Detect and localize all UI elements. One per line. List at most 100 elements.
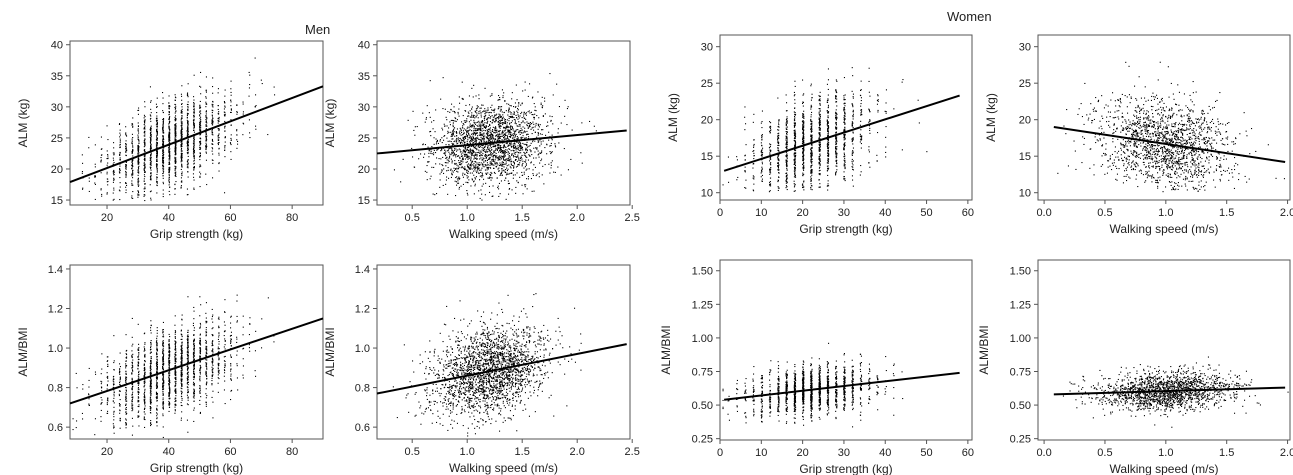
data-point [520, 127, 522, 129]
data-point [501, 119, 503, 121]
data-point [491, 104, 493, 106]
data-point [537, 134, 539, 136]
data-point [181, 155, 183, 157]
data-point [479, 134, 481, 136]
data-point [509, 172, 511, 174]
data-point [494, 163, 496, 165]
data-point [455, 118, 457, 120]
data-point [162, 172, 164, 174]
data-point [193, 106, 195, 108]
data-point [458, 178, 460, 180]
data-point [144, 158, 146, 160]
data-point [476, 132, 478, 134]
data-point [517, 105, 519, 107]
data-point [199, 153, 201, 155]
data-point [452, 119, 454, 121]
data-point [199, 85, 201, 87]
data-point [760, 142, 762, 144]
data-point [458, 140, 460, 142]
data-point [162, 154, 164, 156]
data-point [162, 154, 164, 156]
data-point [485, 157, 487, 159]
data-point [469, 141, 471, 143]
data-point [794, 173, 796, 175]
data-point [521, 129, 523, 131]
data-point [752, 189, 754, 191]
data-point [156, 124, 158, 126]
data-point [524, 117, 526, 119]
data-point [827, 122, 829, 124]
data-point [418, 158, 420, 160]
data-point [510, 146, 512, 148]
data-point [835, 95, 837, 97]
data-point [490, 140, 492, 142]
data-point [472, 161, 474, 163]
data-point [457, 113, 459, 115]
data-point [94, 198, 96, 200]
data-point [502, 95, 504, 97]
data-point [452, 134, 454, 136]
data-point [175, 166, 177, 168]
data-point [477, 125, 479, 127]
data-point [464, 155, 466, 157]
data-point [450, 158, 452, 160]
data-point [81, 171, 83, 173]
data-point [803, 110, 805, 112]
data-point [484, 110, 486, 112]
data-point [175, 149, 177, 151]
data-point [180, 141, 182, 143]
data-point [199, 138, 201, 140]
data-point [794, 107, 796, 109]
data-point [473, 126, 475, 128]
data-point [521, 171, 523, 173]
data-point [200, 113, 202, 115]
data-point [441, 127, 443, 129]
data-point [811, 144, 813, 146]
data-point [794, 172, 796, 174]
data-point [811, 120, 813, 122]
data-point [471, 145, 473, 147]
data-point [505, 158, 507, 160]
data-point [138, 161, 140, 163]
data-point [503, 111, 505, 113]
data-point [540, 141, 542, 143]
data-point [860, 111, 862, 113]
data-point [503, 149, 505, 151]
data-point [456, 176, 458, 178]
data-point [516, 148, 518, 150]
data-point [143, 127, 145, 129]
data-point [132, 117, 134, 119]
data-point [181, 156, 183, 158]
data-point [149, 128, 151, 130]
data-point [495, 163, 497, 165]
data-point [217, 144, 219, 146]
data-point [181, 158, 183, 160]
data-point [174, 132, 176, 134]
data-point [513, 147, 515, 149]
data-point [555, 146, 557, 148]
data-point [481, 134, 483, 136]
data-point [174, 156, 176, 158]
data-point [497, 140, 499, 142]
data-point [187, 153, 189, 155]
data-point [137, 125, 139, 127]
data-point [199, 107, 201, 109]
data-point [457, 168, 459, 170]
data-point [448, 151, 450, 153]
data-point [819, 120, 821, 122]
data-point [876, 99, 878, 101]
data-point [785, 143, 787, 145]
data-point [510, 167, 512, 169]
data-point [498, 99, 500, 101]
data-point [778, 169, 780, 171]
data-point [489, 117, 491, 119]
data-point [472, 125, 474, 127]
data-point [793, 190, 795, 192]
data-point [503, 145, 505, 147]
data-point [113, 178, 115, 180]
data-point [484, 164, 486, 166]
data-point [483, 148, 485, 150]
data-point [463, 139, 465, 141]
data-point [819, 153, 821, 155]
data-point [187, 165, 189, 167]
